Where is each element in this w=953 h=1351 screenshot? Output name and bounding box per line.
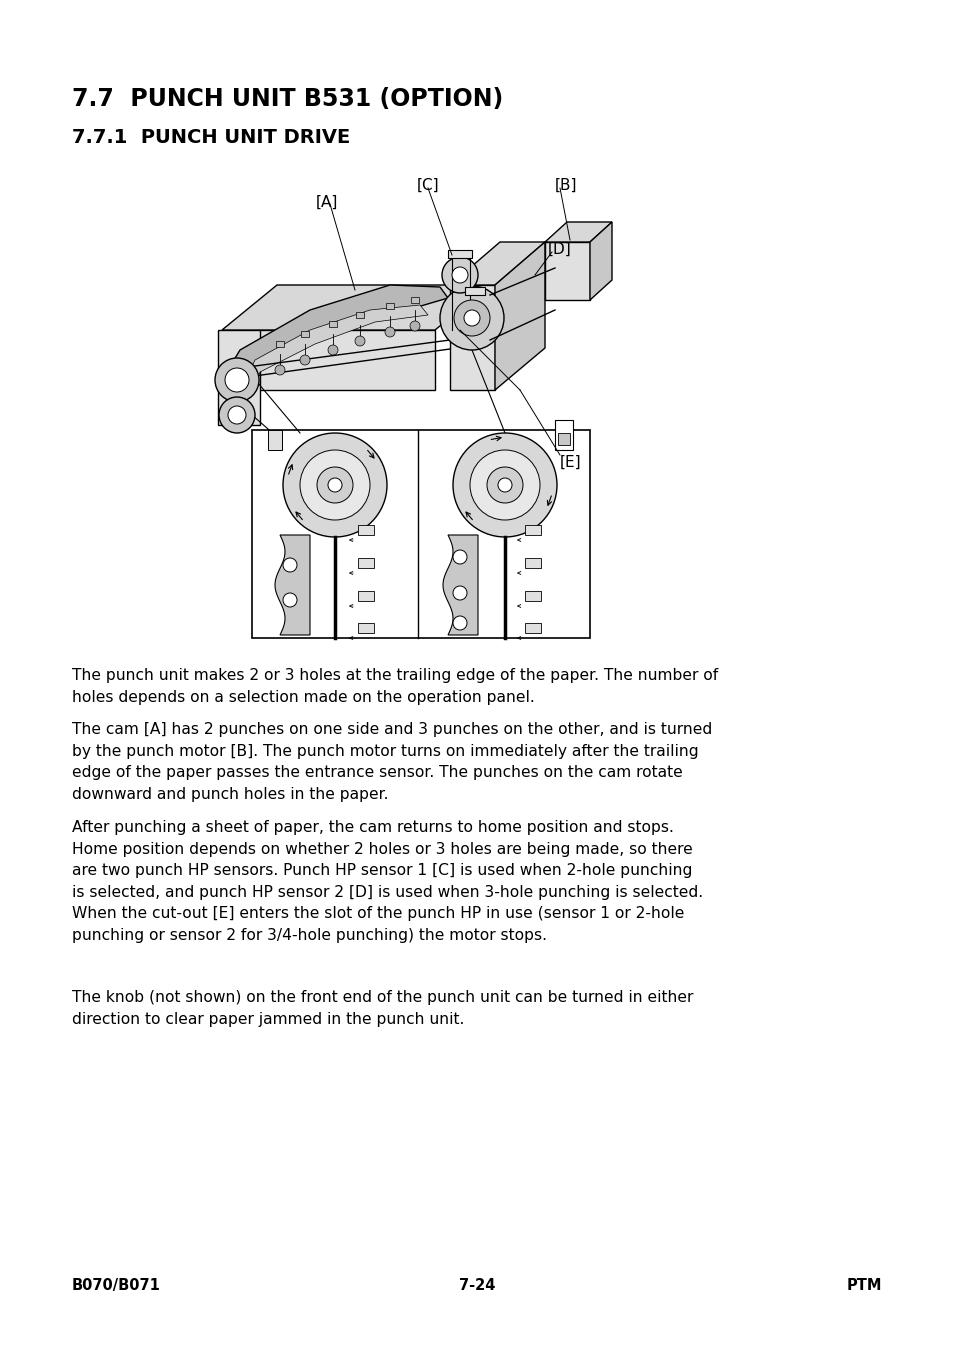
FancyBboxPatch shape (386, 303, 394, 309)
Circle shape (316, 467, 353, 503)
Text: The punch unit makes 2 or 3 holes at the trailing edge of the paper. The number : The punch unit makes 2 or 3 holes at the… (71, 667, 718, 705)
FancyBboxPatch shape (357, 526, 374, 535)
FancyBboxPatch shape (448, 250, 472, 258)
Circle shape (214, 358, 258, 403)
FancyBboxPatch shape (558, 434, 569, 444)
Circle shape (453, 550, 467, 563)
Polygon shape (248, 305, 428, 385)
Circle shape (228, 407, 246, 424)
Text: The knob (not shown) on the front end of the punch unit can be turned in either
: The knob (not shown) on the front end of… (71, 990, 693, 1027)
Circle shape (283, 434, 387, 536)
FancyBboxPatch shape (524, 623, 540, 634)
FancyBboxPatch shape (275, 340, 284, 347)
Text: The cam [A] has 2 punches on one side and 3 punches on the other, and is turned
: The cam [A] has 2 punches on one side an… (71, 721, 712, 801)
Circle shape (385, 327, 395, 336)
Polygon shape (222, 285, 490, 330)
Text: [C]: [C] (416, 178, 439, 193)
Polygon shape (589, 222, 612, 300)
Polygon shape (544, 222, 612, 242)
Circle shape (453, 586, 467, 600)
Circle shape (299, 355, 310, 365)
Polygon shape (222, 285, 448, 400)
Circle shape (283, 593, 296, 607)
FancyBboxPatch shape (524, 590, 540, 601)
Circle shape (452, 267, 468, 282)
Polygon shape (450, 242, 544, 285)
Text: PTM: PTM (845, 1278, 882, 1293)
Polygon shape (274, 535, 310, 635)
FancyBboxPatch shape (268, 430, 282, 450)
Text: [E]: [E] (559, 455, 581, 470)
Circle shape (439, 286, 503, 350)
FancyBboxPatch shape (555, 420, 573, 450)
Polygon shape (450, 285, 495, 390)
FancyBboxPatch shape (301, 331, 309, 336)
Circle shape (497, 478, 512, 492)
Text: After punching a sheet of paper, the cam returns to home position and stops.
Hom: After punching a sheet of paper, the cam… (71, 820, 702, 943)
Text: B070/B071: B070/B071 (71, 1278, 161, 1293)
Text: [B]: [B] (555, 178, 577, 193)
Circle shape (355, 336, 365, 346)
FancyBboxPatch shape (357, 558, 374, 567)
Polygon shape (544, 242, 589, 300)
Circle shape (219, 397, 254, 434)
Circle shape (328, 345, 337, 355)
Circle shape (274, 365, 285, 376)
FancyBboxPatch shape (357, 623, 374, 634)
Circle shape (453, 616, 467, 630)
FancyBboxPatch shape (329, 322, 336, 327)
Polygon shape (442, 535, 477, 635)
Polygon shape (252, 430, 589, 638)
Text: 7.7.1  PUNCH UNIT DRIVE: 7.7.1 PUNCH UNIT DRIVE (71, 128, 350, 147)
Circle shape (283, 558, 296, 571)
Text: [A]: [A] (315, 195, 338, 209)
Text: [D]: [D] (547, 242, 571, 257)
Polygon shape (495, 242, 544, 390)
Circle shape (410, 322, 419, 331)
Circle shape (328, 478, 341, 492)
FancyBboxPatch shape (357, 590, 374, 601)
Text: 7.7  PUNCH UNIT B531 (OPTION): 7.7 PUNCH UNIT B531 (OPTION) (71, 86, 503, 111)
FancyBboxPatch shape (524, 558, 540, 567)
Text: 7-24: 7-24 (458, 1278, 495, 1293)
Circle shape (454, 300, 490, 336)
Circle shape (463, 309, 479, 326)
Polygon shape (218, 330, 260, 426)
FancyBboxPatch shape (524, 526, 540, 535)
Polygon shape (222, 330, 435, 390)
Circle shape (441, 257, 477, 293)
Circle shape (453, 434, 557, 536)
Circle shape (225, 367, 249, 392)
FancyBboxPatch shape (411, 297, 418, 303)
FancyBboxPatch shape (355, 312, 364, 317)
Circle shape (299, 450, 370, 520)
Circle shape (486, 467, 522, 503)
FancyBboxPatch shape (464, 286, 484, 295)
Circle shape (470, 450, 539, 520)
